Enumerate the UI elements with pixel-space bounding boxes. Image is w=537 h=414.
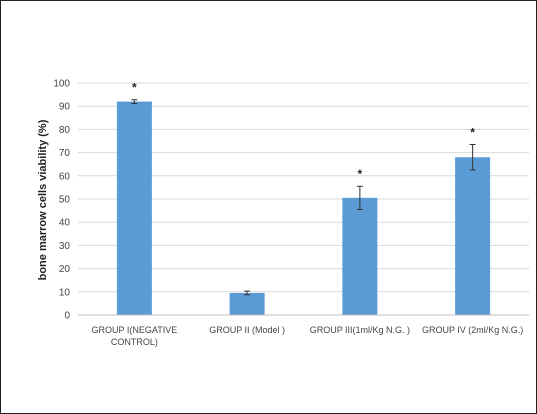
significance-star: * [358,167,363,181]
y-tick-label: 80 [59,125,71,136]
x-tick-label: GROUP III(1ml/Kg N.G. ) [310,325,410,335]
y-tick-label: 70 [59,148,71,159]
y-axis-label: bone marrow cells viability (%) [37,119,49,280]
y-tick-label: 60 [59,171,71,182]
x-tick-label: GROUP I(NEGATIVE [92,325,178,335]
significance-star: * [470,125,475,139]
y-tick-label: 40 [59,218,71,229]
y-tick-label: 100 [53,79,70,90]
y-tick-label: 30 [59,241,71,252]
x-tick-label: CONTROL) [111,337,158,347]
x-tick-label: GROUP IV (2ml/Kg N.G.) [422,325,523,335]
y-tick-label: 0 [64,311,70,322]
axes: 0 10 20 30 40 50 60 70 80 90 100 GROUP I(NEGATIVE CO… [53,79,529,347]
bar [229,292,265,315]
x-tick-label: GROUP II (Model ) [209,325,285,335]
y-tick-label: 20 [59,264,71,275]
bars: * * * [116,81,491,315]
bar [116,101,152,315]
y-tick-label: 10 [59,287,71,298]
bar [342,197,378,315]
gridlines [78,82,529,293]
y-tick-label: 90 [59,102,71,113]
significance-star: * [132,81,137,95]
y-tick-label: 50 [59,195,71,206]
bar [455,157,491,315]
